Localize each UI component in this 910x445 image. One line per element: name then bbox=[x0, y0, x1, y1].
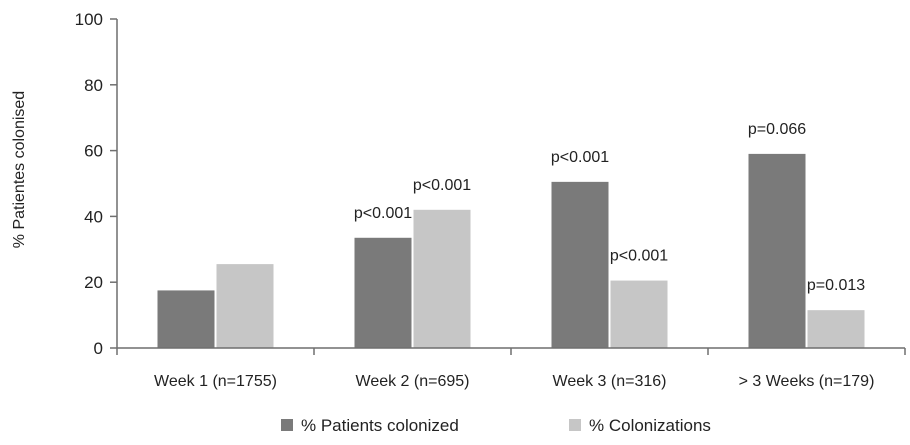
y-axis-title: % Patientes colonised bbox=[11, 91, 28, 248]
x-axis-labels: Week 1 (n=1755) Week 2 (n=695) Week 3 (n=3… bbox=[154, 373, 874, 390]
bars bbox=[157, 153, 865, 348]
p-value-annotation: p<0.001 bbox=[413, 177, 471, 194]
y-tick-label: 40 bbox=[84, 207, 103, 226]
p-value-annotation: p=0.066 bbox=[748, 121, 806, 138]
p-value-annotation: p<0.001 bbox=[551, 149, 609, 166]
legend-label: % Colonizations bbox=[589, 416, 711, 435]
bar-patients-colonized bbox=[157, 290, 215, 348]
bar-patients-colonized bbox=[748, 153, 806, 348]
bar-colonizations bbox=[413, 209, 471, 348]
legend-swatch bbox=[281, 419, 293, 431]
p-value-annotation: p=0.013 bbox=[807, 277, 865, 294]
y-tick-label: 80 bbox=[84, 76, 103, 95]
x-category-label: Week 3 (n=316) bbox=[553, 373, 667, 390]
y-tick-label: 60 bbox=[84, 142, 103, 161]
bar-patients-colonized bbox=[354, 237, 412, 348]
axes bbox=[116, 19, 906, 355]
legend-label: % Patients colonized bbox=[301, 416, 459, 435]
x-category-label: Week 1 (n=1755) bbox=[154, 373, 277, 390]
bar-annotations: p<0.001p<0.001p<0.001p<0.001p=0.066p=0.0… bbox=[354, 121, 865, 294]
legend-swatch bbox=[569, 419, 581, 431]
bar-colonizations bbox=[807, 310, 865, 348]
x-category-label: > 3 Weeks (n=179) bbox=[739, 373, 875, 390]
y-tick-label: 100 bbox=[75, 10, 103, 29]
p-value-annotation: p<0.001 bbox=[610, 248, 668, 265]
bar-patients-colonized bbox=[551, 181, 609, 348]
x-category-label: Week 2 (n=695) bbox=[356, 373, 470, 390]
y-axis-title-group: % Patientes colonised bbox=[11, 91, 28, 248]
bar-colonizations bbox=[216, 264, 274, 348]
legend: % Patients colonized % Colonizations bbox=[281, 416, 711, 435]
p-value-annotation: p<0.001 bbox=[354, 205, 412, 222]
bar-colonizations bbox=[610, 280, 668, 348]
y-tick-label: 0 bbox=[94, 339, 103, 358]
y-axis-ticks: 0 20 40 60 80 100 bbox=[75, 10, 117, 358]
y-tick-label: 20 bbox=[84, 273, 103, 292]
